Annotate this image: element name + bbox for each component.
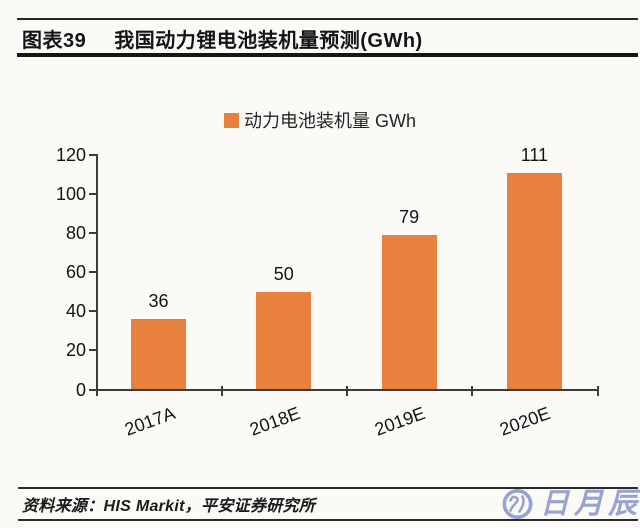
- bar-value-label: 50: [273, 263, 294, 284]
- y-axis-tick-mark: [88, 232, 97, 235]
- x-axis-category-label: 2019E: [372, 403, 428, 440]
- y-axis-tick-label: 80: [65, 223, 86, 244]
- bar-chart: 0 20 40 60 80 100 120 36 2017A 50 2018E 79 2019E 111 2…: [55, 144, 599, 440]
- bar-2018E: [256, 291, 312, 390]
- y-axis-tick-mark: [88, 154, 97, 156]
- bar-value-label: 79: [399, 207, 420, 228]
- x-axis-tick-mark: [346, 385, 349, 396]
- chart-legend: 动力电池装机量 GWh: [0, 107, 640, 133]
- bar-2020E: [506, 172, 562, 390]
- bar-2017A: [131, 319, 186, 390]
- legend-swatch: [223, 112, 239, 128]
- y-axis-tick-label: 20: [65, 340, 86, 361]
- y-axis-tick-mark: [88, 271, 97, 274]
- y-axis-tick-label: 100: [55, 184, 86, 205]
- y-axis-tick-mark: [88, 310, 97, 313]
- logo-text: 日月辰: [540, 486, 640, 520]
- y-axis-tick-label: 0: [75, 379, 86, 400]
- footer-bottom-rule: [18, 519, 638, 521]
- x-axis-category-label: 2018E: [246, 403, 303, 440]
- y-axis-tick-label: 40: [65, 301, 86, 322]
- figure-title-text: 我国动力锂电池装机量预测(GWh): [114, 30, 423, 52]
- bar-2019E: [381, 235, 437, 390]
- x-axis-tick-mark: [95, 385, 98, 396]
- y-axis-tick-mark: [88, 193, 97, 196]
- footer-top-rule: [18, 487, 638, 489]
- brand-logo: 日月辰: [501, 486, 640, 520]
- x-axis-tick-mark: [596, 385, 599, 396]
- bar-value-label: 111: [520, 144, 549, 165]
- y-axis-line: [95, 154, 98, 391]
- y-axis-tick-mark: [88, 388, 97, 391]
- bar-value-label: 36: [148, 291, 169, 312]
- top-rule: [17, 18, 638, 20]
- figure-number-label: 图表39: [22, 30, 87, 52]
- figure-title: 图表39 我国动力锂电池装机量预测(GWh): [22, 24, 423, 53]
- legend-label: 动力电池装机量 GWh: [243, 111, 416, 131]
- y-axis-tick-mark: [88, 349, 97, 352]
- x-axis-tick-mark: [471, 385, 474, 396]
- sun-moon-logo-icon: [502, 488, 533, 519]
- x-axis-category-label: 2020E: [497, 403, 554, 440]
- y-axis-tick-label: 60: [65, 262, 86, 283]
- x-axis-category-label: 2017A: [121, 403, 178, 440]
- y-axis-tick-label: 120: [55, 145, 86, 165]
- source-note: 资料来源：HIS Markit，平安证券研究所: [22, 498, 316, 515]
- title-underline-rule: [17, 53, 638, 57]
- x-axis-tick-mark: [220, 385, 223, 396]
